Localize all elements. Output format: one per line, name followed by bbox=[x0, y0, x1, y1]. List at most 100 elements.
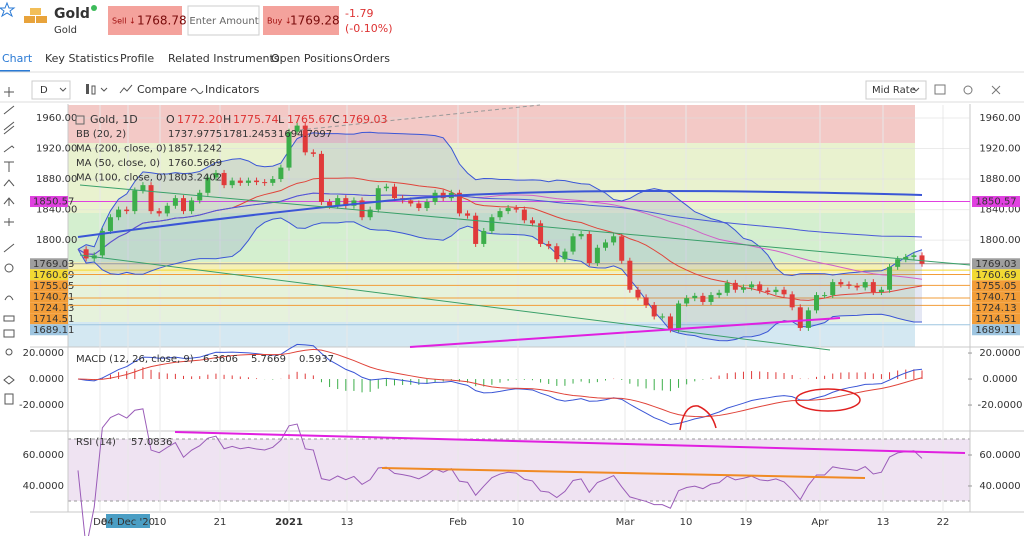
tab-underline bbox=[0, 70, 30, 72]
dropdown-arrow bbox=[59, 87, 67, 92]
amount-placeholder: Enter Amount bbox=[189, 16, 258, 27]
candle bbox=[318, 153, 324, 202]
dropdown-arrow bbox=[912, 87, 920, 92]
candle bbox=[424, 201, 430, 209]
level-badge bbox=[30, 258, 68, 270]
chart-type-button[interactable] bbox=[86, 84, 108, 95]
price-mode-select[interactable] bbox=[865, 80, 927, 100]
candle bbox=[148, 185, 154, 212]
candle bbox=[635, 289, 641, 298]
tab[interactable]: Related Instruments bbox=[168, 52, 280, 65]
candle bbox=[189, 200, 195, 212]
indicator-name: MA (100, close, 0) bbox=[76, 173, 166, 184]
level-badge bbox=[30, 291, 68, 303]
candle bbox=[99, 230, 105, 256]
settings-button[interactable] bbox=[963, 85, 973, 95]
level-label: 1769.03 bbox=[33, 259, 74, 270]
y-tick-label: 1880.00 bbox=[36, 174, 77, 185]
drawing-tools[interactable] bbox=[3, 87, 15, 405]
macd-value: 5.7669 bbox=[251, 354, 286, 365]
compare-button[interactable]: Compare bbox=[137, 83, 187, 96]
candle bbox=[302, 125, 308, 153]
snapshot-button[interactable] bbox=[934, 84, 946, 95]
y-tick-label: 1920.00 bbox=[979, 144, 1020, 155]
candle bbox=[392, 186, 397, 199]
candle bbox=[197, 192, 203, 201]
candle bbox=[383, 186, 389, 189]
candle bbox=[294, 125, 300, 132]
legend-label: O bbox=[166, 113, 175, 126]
candle bbox=[562, 251, 568, 260]
level-badge bbox=[972, 313, 1020, 325]
candle bbox=[237, 180, 243, 183]
macd-tick-label: 0.0000 bbox=[983, 374, 1018, 385]
candle bbox=[245, 180, 251, 183]
legend-label: L bbox=[278, 113, 285, 126]
level-badge bbox=[972, 196, 1020, 208]
macd-tick-label: 20.0000 bbox=[979, 348, 1020, 359]
candle bbox=[700, 295, 706, 302]
candle bbox=[789, 294, 795, 308]
indicators-button[interactable]: Indicators bbox=[205, 83, 260, 96]
x-tick-label: De bbox=[93, 517, 107, 528]
price-mode: Mid Rate bbox=[872, 85, 916, 96]
sell-price: 1768.78 bbox=[137, 14, 187, 28]
candle bbox=[740, 287, 746, 290]
indicator-value: 1694.7097 bbox=[278, 129, 332, 140]
candle bbox=[83, 249, 89, 259]
legend-close: 1769.03 bbox=[342, 113, 388, 126]
x-tick-label: 2021 bbox=[275, 517, 303, 528]
candle bbox=[456, 192, 462, 214]
candle bbox=[903, 256, 909, 260]
candle bbox=[521, 209, 527, 221]
candle bbox=[181, 198, 186, 212]
candle bbox=[911, 255, 917, 257]
rsi-tick-label: 40.0000 bbox=[979, 481, 1020, 492]
amount-input[interactable] bbox=[187, 5, 260, 36]
tab[interactable]: Profile bbox=[120, 52, 154, 65]
candle bbox=[822, 295, 828, 297]
sell-button[interactable] bbox=[108, 6, 182, 35]
candle bbox=[481, 230, 487, 244]
sell-label: Sell ↓ bbox=[112, 17, 136, 26]
buy-button[interactable] bbox=[263, 6, 339, 35]
indicator-line bbox=[77, 131, 923, 276]
level-badge bbox=[972, 291, 1020, 303]
fullscreen-button[interactable] bbox=[991, 85, 1001, 95]
interval-select[interactable] bbox=[31, 80, 71, 100]
tab[interactable]: Key Statistics bbox=[45, 52, 119, 65]
candle bbox=[773, 289, 779, 293]
candle bbox=[878, 289, 884, 293]
macd-value: 6.3606 bbox=[203, 354, 238, 365]
candle bbox=[473, 215, 479, 244]
candle bbox=[846, 284, 852, 286]
macd-tick-label: 20.0000 bbox=[23, 348, 64, 359]
candle bbox=[603, 242, 608, 248]
favorite-star[interactable] bbox=[0, 1, 16, 18]
tab[interactable]: Open Positions bbox=[271, 52, 353, 65]
candle bbox=[416, 203, 422, 209]
y-tick-label: 1800.00 bbox=[36, 235, 77, 246]
candle bbox=[724, 282, 730, 293]
candle bbox=[546, 243, 552, 247]
status-dot bbox=[91, 5, 97, 11]
candle bbox=[359, 200, 365, 218]
x-tick-label: Feb bbox=[449, 517, 467, 528]
x-tick-label: 19 bbox=[740, 517, 753, 528]
candle bbox=[278, 167, 284, 180]
candle bbox=[505, 208, 511, 212]
macd-name: MACD (12, 26, close, 9) bbox=[76, 354, 194, 365]
candle bbox=[667, 316, 673, 330]
level-label: 1755.05 bbox=[33, 281, 74, 292]
x-tick-label: 13 bbox=[341, 517, 354, 528]
macd-tick-label: -20.0000 bbox=[978, 400, 1023, 411]
tab[interactable]: Orders bbox=[353, 52, 390, 65]
collapse-icon[interactable] bbox=[75, 115, 85, 125]
plot: 1960.00 1960.00 1920.00 1920.00 1880.00 1880.… bbox=[19, 105, 1022, 536]
legend-open: 1772.20 bbox=[177, 113, 223, 126]
candle bbox=[254, 180, 260, 183]
indicator-name: MA (50, close, 0) bbox=[76, 158, 160, 169]
candle bbox=[270, 179, 276, 183]
tab[interactable]: Chart bbox=[2, 52, 33, 65]
